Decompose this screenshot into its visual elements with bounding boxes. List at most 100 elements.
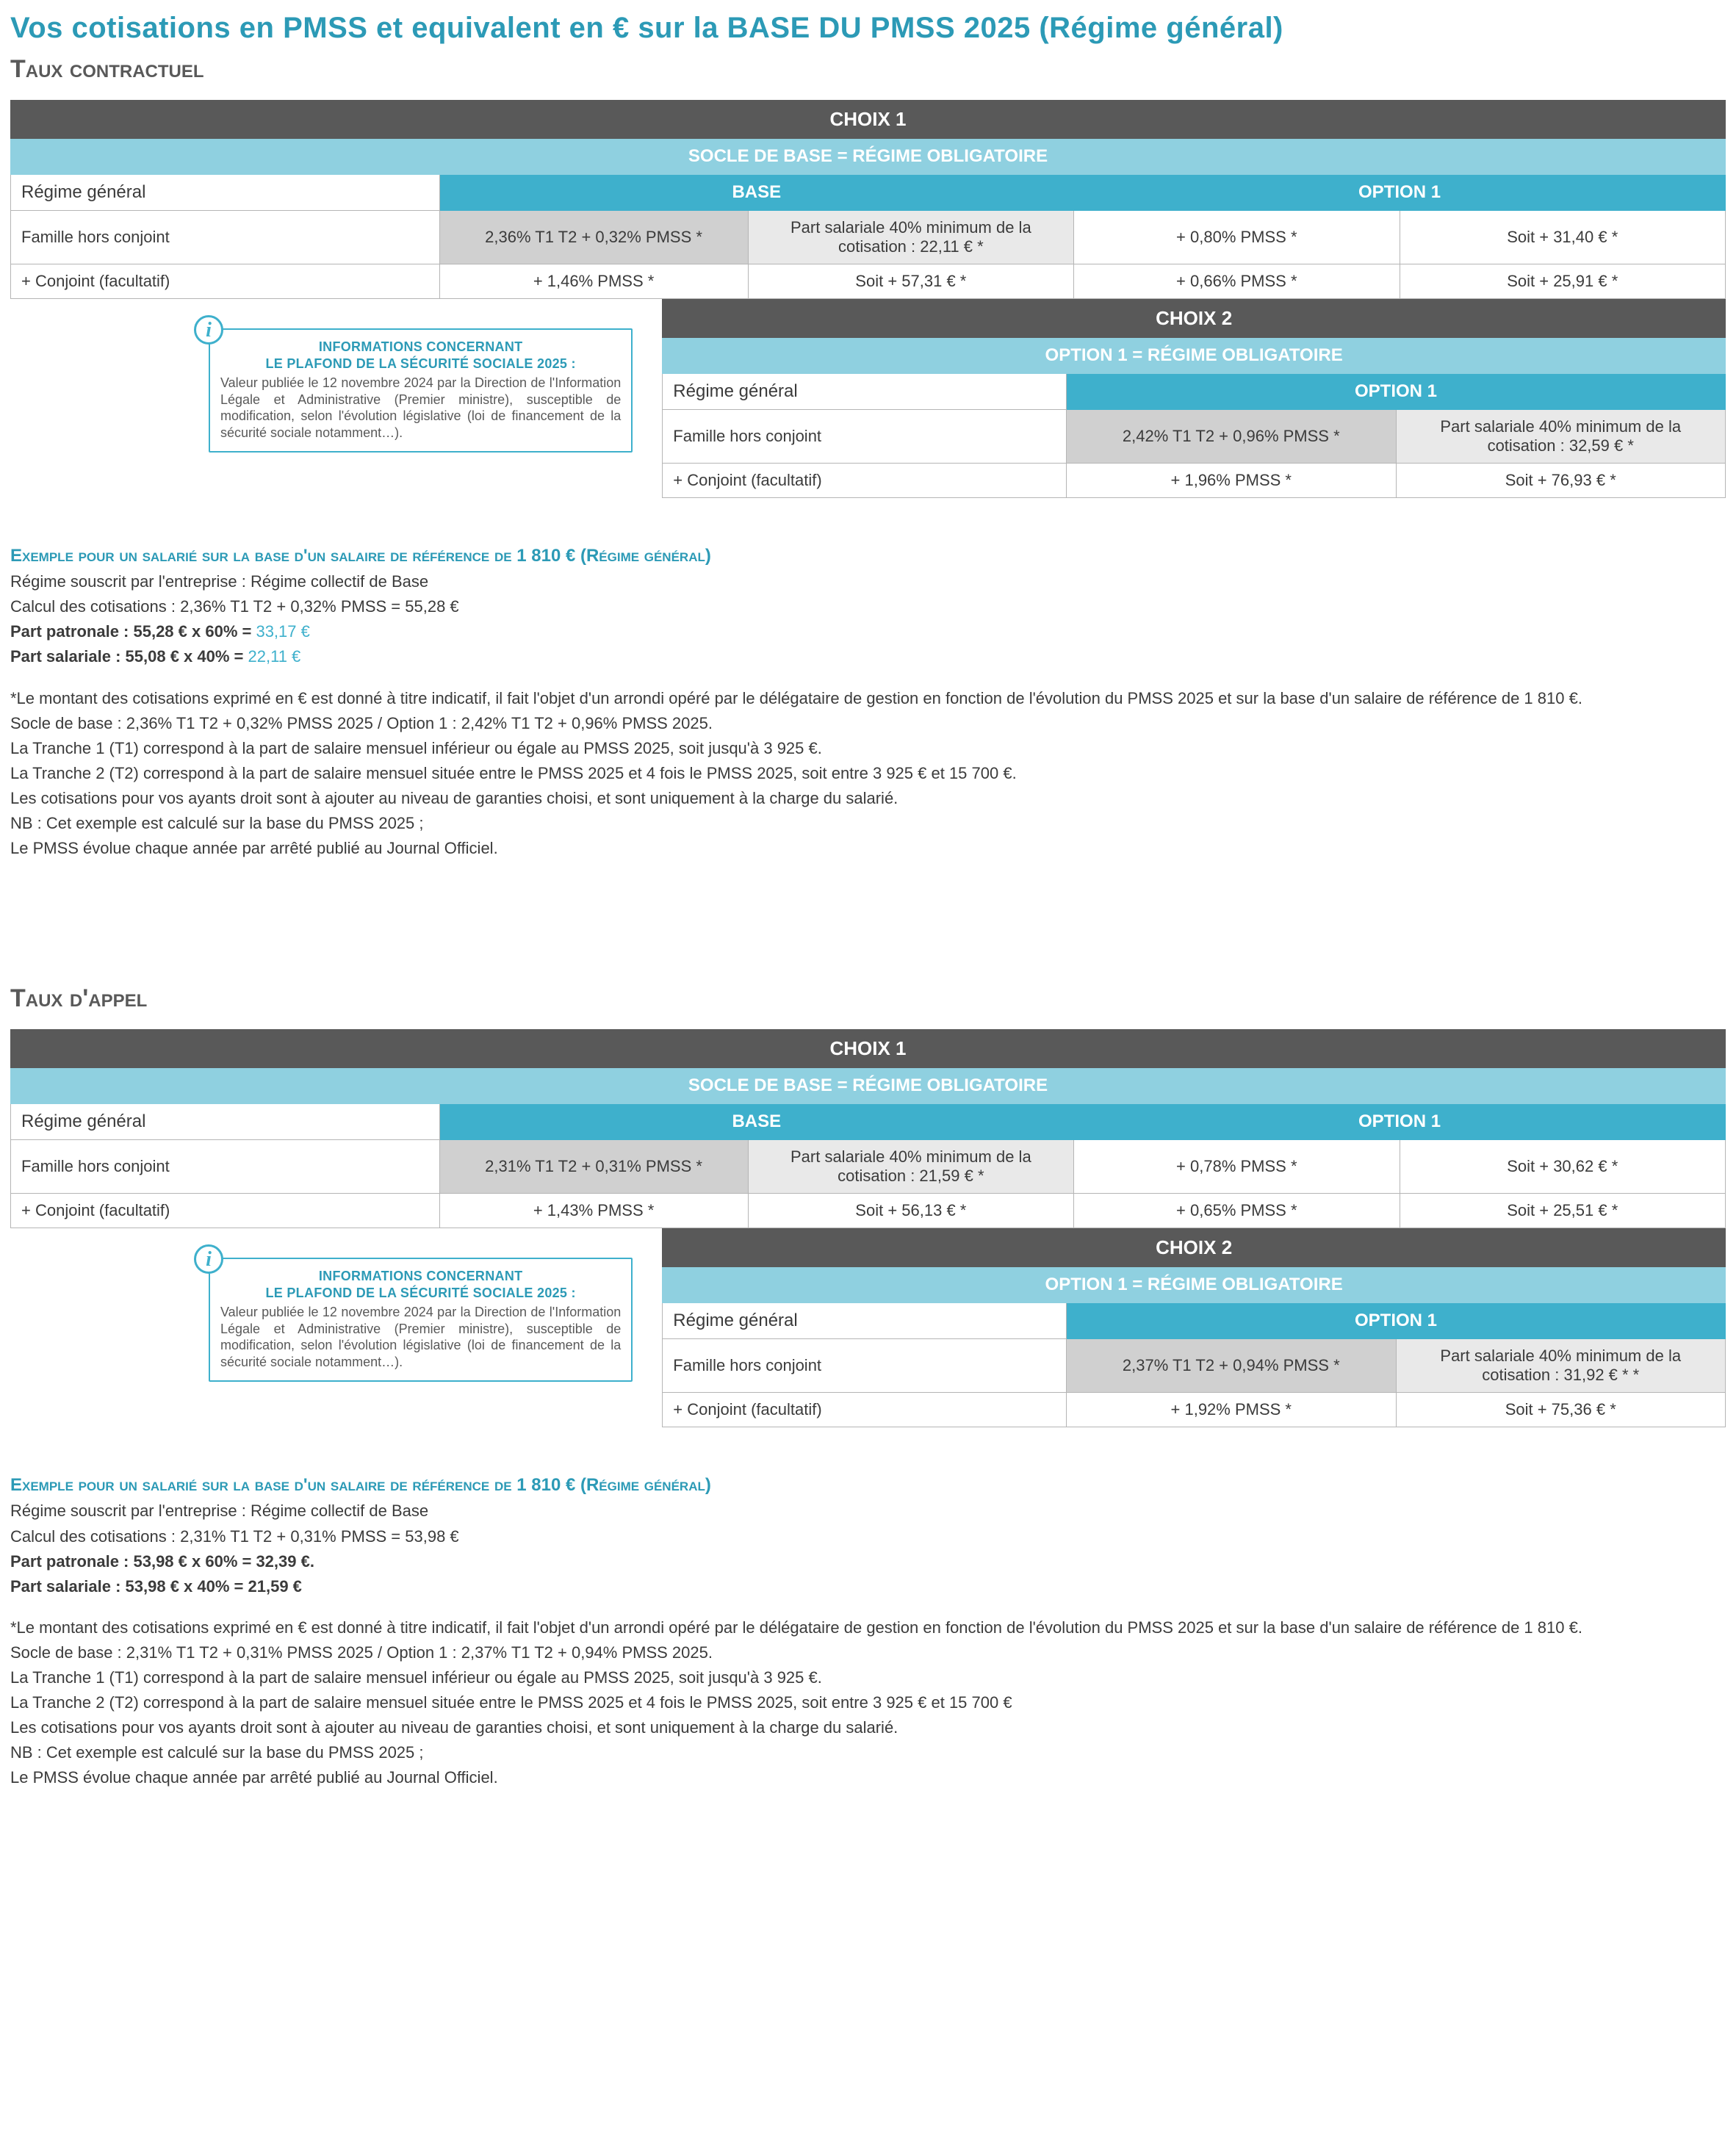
footnote: Le PMSS évolue chaque année par arrêté p… <box>10 1765 1726 1790</box>
infobox-title-line1: INFORMATIONS CONCERNANT <box>319 1269 523 1283</box>
conjoint-label: + Conjoint (facultatif) <box>11 264 440 299</box>
example-line: Part salariale : 53,98 € x 40% = 21,59 € <box>10 1574 1726 1599</box>
socle-base-header: SOCLE DE BASE = RÉGIME OBLIGATOIRE <box>11 139 1726 175</box>
cell-base-rate: + 1,43% PMSS * <box>439 1194 748 1228</box>
section-heading-contractuel: Taux contractuel <box>10 55 1726 84</box>
base-header: BASE <box>439 1104 1074 1140</box>
example-appel: Exemple pour un salarié sur la base d'un… <box>10 1471 1726 1599</box>
example-title: Exemple pour un salarié sur la base d'un… <box>10 542 1726 569</box>
cell-base-rate: 2,31% T1 T2 + 0,31% PMSS * <box>439 1140 748 1194</box>
cell-opt1-salariale: Part salariale 40% minimum de la cotisat… <box>1396 1339 1725 1393</box>
infobox-body: Valeur publiée le 12 novembre 2024 par l… <box>220 1304 621 1370</box>
example-line-val: 33,17 € <box>256 622 309 641</box>
socle-base-header: SOCLE DE BASE = RÉGIME OBLIGATOIRE <box>11 1068 1726 1104</box>
cell-base-salariale: Part salariale 40% minimum de la cotisat… <box>748 211 1073 264</box>
table-row: + Conjoint (facultatif) + 1,96% PMSS * S… <box>663 464 1726 498</box>
regime-general-label: Régime général <box>11 175 440 211</box>
infobox-body: Valeur publiée le 12 novembre 2024 par l… <box>220 375 621 441</box>
table-appel-choix1: CHOIX 1 SOCLE DE BASE = RÉGIME OBLIGATOI… <box>10 1029 1726 1228</box>
cell-opt1-euro: Soit + 25,51 € * <box>1400 1194 1725 1228</box>
cell-opt1-euro: Soit + 25,91 € * <box>1400 264 1725 299</box>
table-appel-choix2: CHOIX 2 OPTION 1 = RÉGIME OBLIGATOIRE Ré… <box>662 1228 1726 1427</box>
footnote: Le PMSS évolue chaque année par arrêté p… <box>10 836 1726 861</box>
famille-label: Famille hors conjoint <box>11 1140 440 1194</box>
cell-opt1-rate: + 0,80% PMSS * <box>1074 211 1400 264</box>
opt1-oblig-header: OPTION 1 = RÉGIME OBLIGATOIRE <box>663 338 1726 374</box>
table-row: + Conjoint (facultatif) + 1,43% PMSS * S… <box>11 1194 1726 1228</box>
info-box-pss: i INFORMATIONS CONCERNANT LE PLAFOND DE … <box>209 1258 633 1382</box>
table-row: + Conjoint (facultatif) + 1,92% PMSS * S… <box>663 1393 1726 1427</box>
option1-header: OPTION 1 <box>1074 1104 1726 1140</box>
footnote: La Tranche 1 (T1) correspond à la part d… <box>10 736 1726 761</box>
footnote: La Tranche 2 (T2) correspond à la part d… <box>10 761 1726 786</box>
split-row-contractuel: i INFORMATIONS CONCERNANT LE PLAFOND DE … <box>10 299 1726 498</box>
page-title: Vos cotisations en PMSS et equivalent en… <box>10 12 1726 45</box>
info-box-pss: i INFORMATIONS CONCERNANT LE PLAFOND DE … <box>209 328 633 453</box>
cell-base-euro: Soit + 57,31 € * <box>748 264 1073 299</box>
cell-opt1-euro: Soit + 30,62 € * <box>1400 1140 1725 1194</box>
infobox-title-line1: INFORMATIONS CONCERNANT <box>319 339 523 354</box>
split-row-appel: i INFORMATIONS CONCERNANT LE PLAFOND DE … <box>10 1228 1726 1427</box>
cell-opt1-rate: + 0,66% PMSS * <box>1074 264 1400 299</box>
opt1-oblig-header: OPTION 1 = RÉGIME OBLIGATOIRE <box>663 1267 1726 1303</box>
footnotes-contractuel: *Le montant des cotisations exprimé en €… <box>10 686 1726 862</box>
footnote: Socle de base : 2,36% T1 T2 + 0,32% PMSS… <box>10 711 1726 736</box>
footnote: *Le montant des cotisations exprimé en €… <box>10 1615 1726 1640</box>
footnote: Les cotisations pour vos ayants droit so… <box>10 786 1726 811</box>
footnote: Les cotisations pour vos ayants droit so… <box>10 1715 1726 1740</box>
regime-general-label: Régime général <box>663 374 1067 410</box>
conjoint-label: + Conjoint (facultatif) <box>663 464 1067 498</box>
cell-base-rate: 2,36% T1 T2 + 0,32% PMSS * <box>439 211 748 264</box>
table-row: + Conjoint (facultatif) + 1,46% PMSS * S… <box>11 264 1726 299</box>
cell-opt1-rate: 2,42% T1 T2 + 0,96% PMSS * <box>1067 410 1396 464</box>
regime-general-label: Régime général <box>11 1104 440 1140</box>
famille-label: Famille hors conjoint <box>663 1339 1067 1393</box>
cell-opt1-euro: Soit + 31,40 € * <box>1400 211 1725 264</box>
choix1-header: CHOIX 1 <box>11 1030 1726 1068</box>
info-icon: i <box>194 315 223 345</box>
infobox-title-line2: LE PLAFOND DE LA SÉCURITÉ SOCIALE 2025 : <box>265 356 575 371</box>
footnote: NB : Cet exemple est calculé sur la base… <box>10 1740 1726 1765</box>
info-icon: i <box>194 1244 223 1274</box>
example-line: Calcul des cotisations : 2,36% T1 T2 + 0… <box>10 594 1726 619</box>
footnote: *Le montant des cotisations exprimé en €… <box>10 686 1726 711</box>
cell-opt1-salariale: Part salariale 40% minimum de la cotisat… <box>1396 410 1725 464</box>
footnote: La Tranche 1 (T1) correspond à la part d… <box>10 1665 1726 1690</box>
infobox-title-line2: LE PLAFOND DE LA SÉCURITÉ SOCIALE 2025 : <box>265 1286 575 1300</box>
option1-header: OPTION 1 <box>1074 175 1726 211</box>
base-header: BASE <box>439 175 1074 211</box>
example-line-pre: Part patronale : 55,28 € x 60% = <box>10 622 256 641</box>
conjoint-label: + Conjoint (facultatif) <box>663 1393 1067 1427</box>
conjoint-label: + Conjoint (facultatif) <box>11 1194 440 1228</box>
footnote: Socle de base : 2,31% T1 T2 + 0,31% PMSS… <box>10 1640 1726 1665</box>
famille-label: Famille hors conjoint <box>11 211 440 264</box>
cell-base-euro: Soit + 56,13 € * <box>748 1194 1073 1228</box>
cell-opt1-rate: + 1,92% PMSS * <box>1067 1393 1396 1427</box>
table-contractuel-choix2: CHOIX 2 OPTION 1 = RÉGIME OBLIGATOIRE Ré… <box>662 299 1726 498</box>
cell-base-rate: + 1,46% PMSS * <box>439 264 748 299</box>
cell-opt1-rate: + 0,65% PMSS * <box>1074 1194 1400 1228</box>
choix2-header: CHOIX 2 <box>663 1229 1726 1267</box>
footnotes-appel: *Le montant des cotisations exprimé en €… <box>10 1615 1726 1791</box>
option1-header: OPTION 1 <box>1067 1303 1726 1339</box>
table-contractuel-choix1: CHOIX 1 SOCLE DE BASE = RÉGIME OBLIGATOI… <box>10 100 1726 299</box>
table-row: Famille hors conjoint 2,37% T1 T2 + 0,94… <box>663 1339 1726 1393</box>
cell-opt1-rate: + 0,78% PMSS * <box>1074 1140 1400 1194</box>
choix1-header: CHOIX 1 <box>11 101 1726 139</box>
example-line-pre: Part salariale : 55,08 € x 40% = <box>10 647 248 666</box>
example-contractuel: Exemple pour un salarié sur la base d'un… <box>10 542 1726 670</box>
option1-header: OPTION 1 <box>1067 374 1726 410</box>
footnote: La Tranche 2 (T2) correspond à la part d… <box>10 1690 1726 1715</box>
table-row: Famille hors conjoint 2,42% T1 T2 + 0,96… <box>663 410 1726 464</box>
table-row: Famille hors conjoint 2,36% T1 T2 + 0,32… <box>11 211 1726 264</box>
example-line: Régime souscrit par l'entreprise : Régim… <box>10 1499 1726 1524</box>
regime-general-label: Régime général <box>663 1303 1067 1339</box>
famille-label: Famille hors conjoint <box>663 410 1067 464</box>
example-line: Part patronale : 53,98 € x 60% = 32,39 €… <box>10 1549 1726 1574</box>
choix2-header: CHOIX 2 <box>663 300 1726 338</box>
section-heading-appel: Taux d'appel <box>10 984 1726 1013</box>
example-line: Calcul des cotisations : 2,31% T1 T2 + 0… <box>10 1524 1726 1549</box>
cell-opt1-euro: Soit + 75,36 € * <box>1396 1393 1725 1427</box>
example-line: Régime souscrit par l'entreprise : Régim… <box>10 569 1726 594</box>
cell-base-salariale: Part salariale 40% minimum de la cotisat… <box>748 1140 1073 1194</box>
